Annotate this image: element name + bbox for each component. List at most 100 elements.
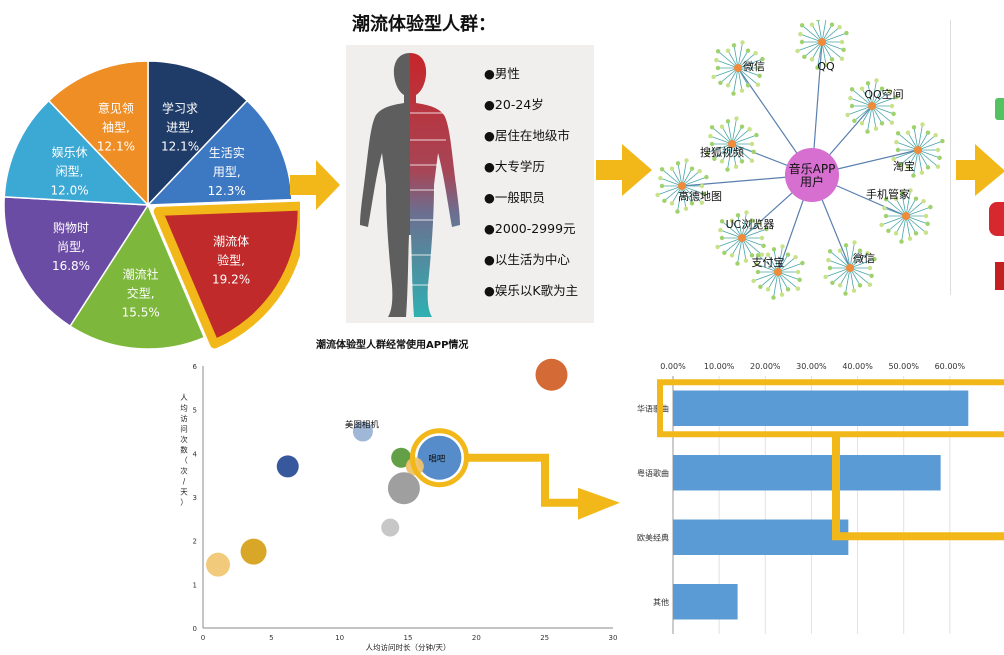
x-tick-label: 60.00% (935, 362, 966, 371)
bar (673, 519, 849, 555)
network-node (738, 234, 746, 242)
y-tick-label: 1 (193, 581, 197, 589)
bubble-point (276, 455, 299, 478)
arrow-right-icon (578, 487, 620, 520)
network-node-label: 微信 (743, 59, 765, 73)
pie-slice (69, 204, 206, 350)
profile-title: 潮流体验型人群： (352, 14, 496, 35)
y-axis-label: 人均访问次数（次/天） (180, 393, 188, 507)
body-figure (360, 53, 460, 317)
bar-chart: 0.00% 10.00% 20.00% 30.00% 40.00% 50.00% 60.00… (637, 362, 1004, 634)
pie-slice (153, 201, 300, 349)
bubble-point (381, 518, 400, 537)
y-tick-label: 3 (193, 494, 197, 502)
x-tick-label: 10 (335, 634, 344, 642)
network-node (846, 264, 854, 272)
pie-chart: 学习求进型, 12.1% 生活实用型, 12.3% 潮流体验型, 19.2% 潮流社交型, 1… (3, 60, 300, 350)
pie-slice-label: 意见领袖型, 12.1% (97, 100, 135, 153)
arrow-right-icon (596, 144, 652, 196)
profile-bullet: ●居住在地级市 (484, 128, 570, 143)
y-tick-label: 5 (193, 407, 197, 415)
partial-panel (950, 20, 1004, 295)
x-tick-label: 30 (609, 634, 618, 642)
x-tick-label: 0.00% (660, 362, 686, 371)
pie-slice (3, 99, 149, 206)
profile-bullet: ●男性 (484, 66, 520, 81)
profile-bullet: ●20-24岁 (484, 97, 544, 112)
partial-red-icon (989, 202, 1004, 236)
network-node (728, 140, 736, 148)
highlight-frame (657, 379, 1004, 438)
network-node-label: 支付宝 (752, 255, 785, 269)
network-node (914, 146, 922, 154)
network-node (902, 212, 910, 220)
network-node-label: 微信 (853, 251, 875, 265)
x-tick-label: 0 (201, 634, 205, 642)
pie-slice (147, 60, 248, 206)
network-node-label: 手机管家 (866, 187, 910, 201)
bubble-point (535, 358, 568, 391)
profile-bullets: ●男性 ●20-24岁 ●居住在地级市 ●大专学历 ●一般职员 ●2000-29… (484, 63, 578, 311)
network-node-cluster (795, 20, 849, 70)
highlight-ring (409, 428, 469, 488)
bar (673, 390, 969, 426)
partial-green-icon (995, 98, 1004, 120)
y-tick-label: 0 (193, 625, 197, 633)
profile-card: ●男性 ●20-24岁 ●居住在地级市 ●大专学历 ●一般职员 ●2000-29… (346, 45, 594, 323)
bubble-point (387, 472, 420, 505)
partial-red-shape (995, 262, 1004, 290)
arrow-right-icon (956, 144, 1004, 196)
profile-bullet: ●娱乐以K歌为主 (484, 283, 579, 298)
category-label: 粤语歌曲 (637, 468, 669, 478)
network-node (678, 182, 686, 190)
y-tick-label: 6 (193, 363, 198, 371)
pie-slice-label: 娱乐休闲型, 12.0% (51, 145, 89, 197)
bubble-chart: 0 5 10 15 20 25 30 0 1 2 3 4 5 6 人均访问时长（分钟/天） 人均访问次数（次/… (180, 358, 620, 652)
x-tick-label: 50.00% (888, 362, 919, 371)
x-tick-label: 5 (269, 634, 273, 642)
bubble-point (206, 552, 231, 577)
pie-slice (3, 196, 149, 327)
pie-slice-label: 潮流社交型, 15.5% (122, 267, 160, 320)
category-label: 其他 (653, 597, 669, 607)
pie-slice-label: 生活实用型, 12.3% (208, 145, 246, 198)
network-node-label: 搜狐视频 (700, 145, 744, 159)
x-tick-label: 25 (540, 634, 549, 642)
y-tick-label: 2 (193, 538, 197, 546)
pie-slice-label: 购物时尚型, 16.8% (52, 220, 90, 273)
network-node (774, 268, 782, 276)
bubble-point (352, 421, 373, 442)
bar (673, 584, 738, 620)
x-tick-label: 40.00% (842, 362, 873, 371)
bubble-chart-title: 潮流体验型人群经常使用APP情况 (316, 340, 469, 351)
network-node-label: UC浏览器 (726, 217, 775, 231)
network-node-label: 高德地图 (678, 189, 722, 203)
network-node (734, 64, 742, 72)
bubble-point (240, 538, 267, 565)
network-node-label: 淘宝 (893, 159, 915, 173)
network-node-cluster (711, 40, 765, 96)
bubble-label: 美图相机 (345, 420, 380, 431)
network-node-cluster (715, 210, 769, 266)
network-node (868, 102, 876, 110)
x-tick-label: 20.00% (750, 362, 781, 371)
pie-slice (48, 60, 149, 206)
bubble-label: 唱吧 (428, 455, 446, 465)
x-tick-label: 15 (404, 634, 413, 642)
profile-bullet: ●一般职员 (484, 190, 545, 205)
pie-slice-label: 潮流体验型, 19.2% (212, 233, 250, 286)
profile-bullet: ●以生活为中心 (484, 252, 570, 267)
bubble-point (391, 447, 412, 468)
connector-line (832, 434, 1004, 541)
network-node (818, 38, 826, 46)
network-node-cluster (655, 158, 709, 214)
x-tick-label: 20 (472, 634, 481, 642)
profile-bullet: ●2000-2999元 (484, 221, 576, 236)
y-tick-label: 4 (193, 450, 198, 458)
x-axis-label: 人均访问时长（分钟/天） (365, 642, 450, 652)
network-node-cluster (705, 116, 759, 172)
network-center-node (785, 148, 839, 202)
network-node-label: QQ空间 (864, 87, 903, 101)
